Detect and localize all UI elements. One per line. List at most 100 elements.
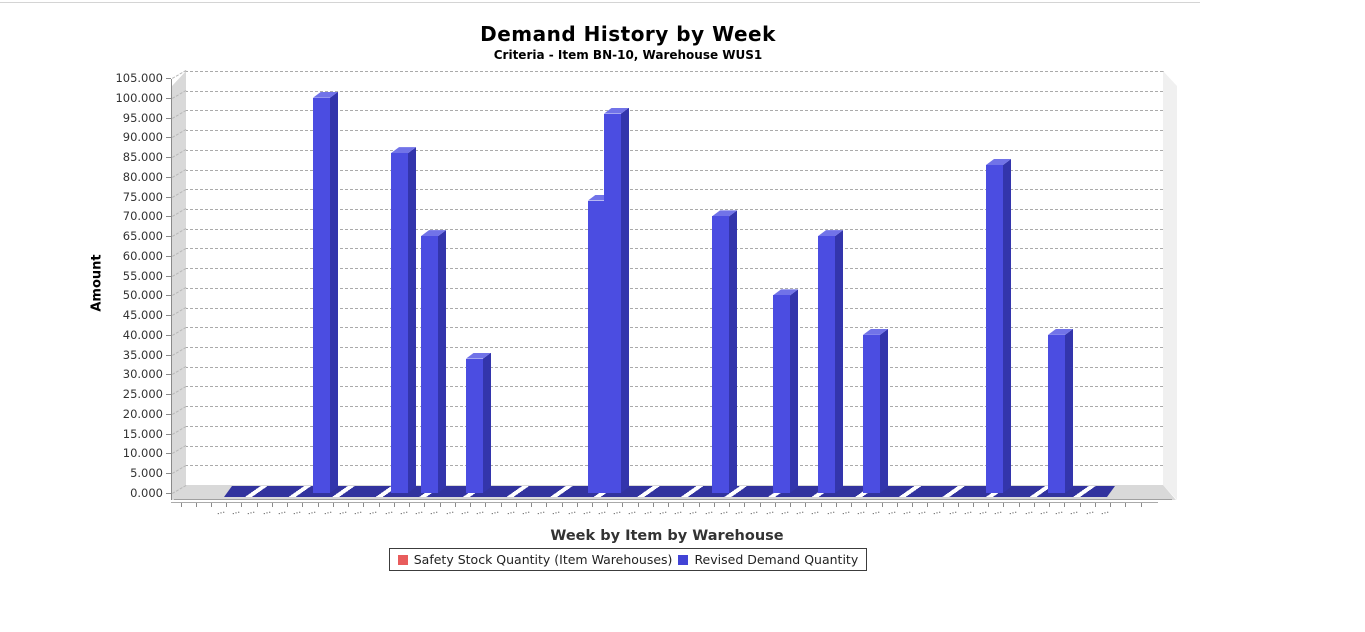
x-tick bbox=[713, 503, 715, 507]
gridline bbox=[185, 465, 1163, 467]
x-category-label: ··· bbox=[688, 508, 700, 520]
gridline bbox=[185, 189, 1163, 191]
x-tick bbox=[1140, 503, 1142, 507]
gridline bbox=[185, 149, 1163, 151]
x-tick bbox=[271, 503, 273, 507]
y-tick bbox=[166, 433, 171, 435]
gridline bbox=[185, 366, 1163, 368]
y-tick bbox=[166, 334, 171, 336]
x-category-label: ··· bbox=[1038, 508, 1050, 520]
y-tick bbox=[166, 97, 171, 99]
plot-right-wall bbox=[1163, 71, 1177, 500]
x-tick bbox=[881, 503, 883, 507]
x-category-label: ··· bbox=[215, 508, 227, 520]
x-tick bbox=[896, 503, 898, 507]
plot-left-wall bbox=[172, 71, 186, 500]
x-category-label: ··· bbox=[292, 508, 303, 520]
x-tick bbox=[820, 503, 822, 507]
x-tick bbox=[774, 503, 776, 507]
y-tick bbox=[166, 453, 171, 455]
bar-top-face bbox=[466, 352, 491, 359]
bar-front-face bbox=[712, 216, 729, 493]
y-tick-label: 65.000 bbox=[122, 229, 163, 244]
x-category-label: ··· bbox=[1084, 508, 1096, 520]
x-tick bbox=[729, 503, 731, 507]
x-category-label: ··· bbox=[490, 508, 501, 520]
x-tick bbox=[378, 503, 380, 507]
x-category-label: ··· bbox=[657, 508, 669, 520]
demand-bar bbox=[818, 230, 843, 493]
x-category-label: ··· bbox=[1054, 508, 1065, 520]
x-category-label: ··· bbox=[962, 508, 974, 520]
legend-swatch bbox=[678, 554, 689, 565]
x-category-label: ··· bbox=[855, 508, 867, 520]
x-tick bbox=[698, 503, 700, 507]
gridline bbox=[185, 110, 1163, 112]
y-tick-label: 45.000 bbox=[122, 308, 163, 323]
x-tick bbox=[957, 503, 959, 507]
y-tick bbox=[166, 354, 171, 356]
x-category-label: ··· bbox=[764, 508, 776, 520]
x-category-label: ··· bbox=[429, 508, 441, 520]
x-tick bbox=[805, 503, 807, 507]
gridline bbox=[185, 327, 1163, 329]
bar-top-face bbox=[773, 289, 798, 296]
x-tick bbox=[1033, 503, 1035, 507]
bar-front-face bbox=[986, 164, 1003, 493]
bar-front-face bbox=[773, 295, 790, 493]
page-top-border bbox=[0, 2, 1200, 3]
x-tick bbox=[683, 503, 685, 507]
x-tick bbox=[988, 503, 990, 507]
x-tick bbox=[393, 503, 395, 507]
x-category-label: ··· bbox=[551, 508, 562, 520]
x-category-label: ··· bbox=[673, 508, 684, 520]
x-tick bbox=[759, 503, 761, 507]
x-axis-title-wrap: Week by Item by Warehouse bbox=[0, 525, 1334, 544]
x-tick bbox=[439, 503, 441, 507]
y-tick bbox=[166, 295, 171, 297]
x-category-label: ··· bbox=[535, 508, 547, 520]
bar-front-face bbox=[421, 236, 438, 493]
bar-front-face bbox=[1048, 334, 1065, 493]
x-category-label: ··· bbox=[627, 508, 639, 520]
bar-top-face bbox=[588, 194, 613, 201]
x-tick bbox=[652, 503, 654, 507]
x-tick bbox=[317, 503, 319, 507]
gridline bbox=[185, 425, 1163, 427]
x-category-label: ··· bbox=[1099, 508, 1111, 520]
y-tick-label: 30.000 bbox=[122, 367, 163, 382]
y-tick-label: 75.000 bbox=[122, 189, 163, 204]
y-tick bbox=[166, 413, 171, 415]
bar-front-face bbox=[391, 153, 408, 493]
y-tick bbox=[166, 236, 171, 238]
x-tick bbox=[561, 503, 563, 507]
x-category-label: ··· bbox=[353, 508, 364, 520]
gridline bbox=[185, 130, 1163, 132]
legend-item: Revised Demand Quantity bbox=[678, 552, 858, 567]
x-tick bbox=[790, 503, 792, 507]
x-tick bbox=[454, 503, 456, 507]
y-tick-label: 70.000 bbox=[122, 209, 163, 224]
y-tick bbox=[166, 196, 171, 198]
bar-front-face bbox=[313, 97, 330, 493]
y-tick bbox=[166, 157, 171, 159]
x-tick bbox=[1079, 503, 1081, 507]
x-category-label: ··· bbox=[1069, 508, 1081, 520]
y-tick-label: 95.000 bbox=[122, 110, 163, 125]
y-tick bbox=[166, 216, 171, 218]
y-tick bbox=[166, 374, 171, 376]
bar-top-face bbox=[863, 328, 888, 335]
x-tick bbox=[180, 503, 182, 507]
x-category-label: ··· bbox=[414, 508, 425, 520]
bar-top-face bbox=[421, 230, 446, 237]
chart-subtitle: Criteria - Item BN-10, Warehouse WUS1 bbox=[493, 48, 763, 62]
y-tick bbox=[166, 137, 171, 139]
x-tick bbox=[1049, 503, 1051, 507]
x-category-label: ··· bbox=[977, 508, 989, 520]
legend-label: Safety Stock Quantity (Item Warehouses) bbox=[413, 552, 673, 567]
x-category-label: ··· bbox=[810, 508, 822, 520]
demand-bar bbox=[712, 210, 737, 493]
x-tick bbox=[1110, 503, 1112, 507]
x-tick bbox=[546, 503, 548, 507]
